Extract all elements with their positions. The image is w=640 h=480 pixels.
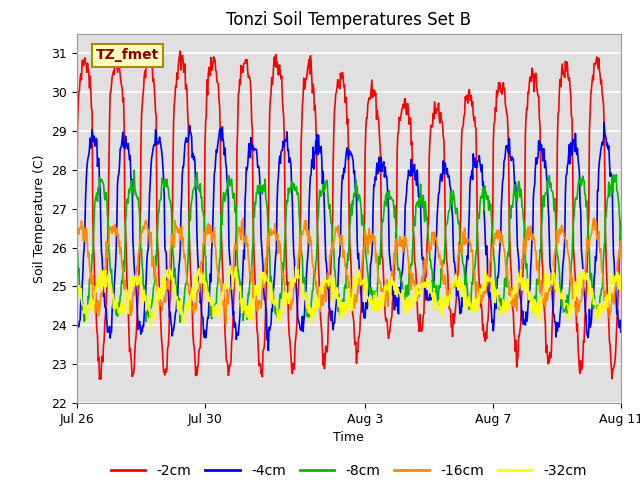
-32cm [490,281,498,287]
-4cm [617,329,625,335]
-8cm [131,168,138,173]
-2cm [402,105,410,111]
-16cm [590,215,598,221]
X-axis label: Time: Time [333,432,364,444]
Y-axis label: Soil Temperature (C): Soil Temperature (C) [33,154,45,283]
-2cm [145,48,153,54]
-8cm [490,256,498,262]
-4cm [600,120,608,125]
-8cm [356,194,364,200]
-32cm [135,275,143,281]
-32cm [227,263,234,269]
-8cm [136,210,143,216]
-16cm [401,237,409,243]
-16cm [183,274,191,280]
-8cm [617,240,625,246]
-2cm [617,218,625,224]
Title: Tonzi Soil Temperatures Set B: Tonzi Soil Temperatures Set B [227,11,471,29]
-8cm [147,305,155,311]
-16cm [617,238,625,244]
Line: -2cm: -2cm [77,51,621,379]
-4cm [264,348,272,353]
-2cm [184,122,192,128]
-4cm [401,203,409,209]
Line: -32cm: -32cm [77,266,621,330]
-16cm [490,243,497,249]
-8cm [184,250,192,255]
-2cm [136,255,143,261]
-16cm [135,249,143,254]
-32cm [147,317,155,323]
Line: -16cm: -16cm [77,218,621,324]
-2cm [148,58,156,63]
-4cm [490,328,497,334]
-32cm [402,306,410,312]
-32cm [617,288,625,294]
Legend: -2cm, -4cm, -8cm, -16cm, -32cm: -2cm, -4cm, -8cm, -16cm, -32cm [105,458,593,480]
-2cm [356,327,364,333]
-4cm [355,263,363,269]
-2cm [73,204,81,209]
-4cm [73,326,81,332]
-32cm [356,271,364,276]
-32cm [147,327,154,333]
-16cm [73,240,81,245]
Line: -4cm: -4cm [77,122,621,350]
-16cm [355,267,363,273]
-4cm [183,139,191,145]
Line: -8cm: -8cm [77,170,621,323]
-8cm [177,320,184,325]
-8cm [73,247,81,252]
-16cm [147,241,154,247]
-2cm [97,376,105,382]
-16cm [222,322,230,327]
-8cm [402,283,410,288]
-32cm [73,292,81,298]
-4cm [147,180,154,186]
-4cm [135,322,143,327]
Text: TZ_fmet: TZ_fmet [96,48,159,62]
-32cm [184,306,191,312]
-2cm [490,121,498,127]
